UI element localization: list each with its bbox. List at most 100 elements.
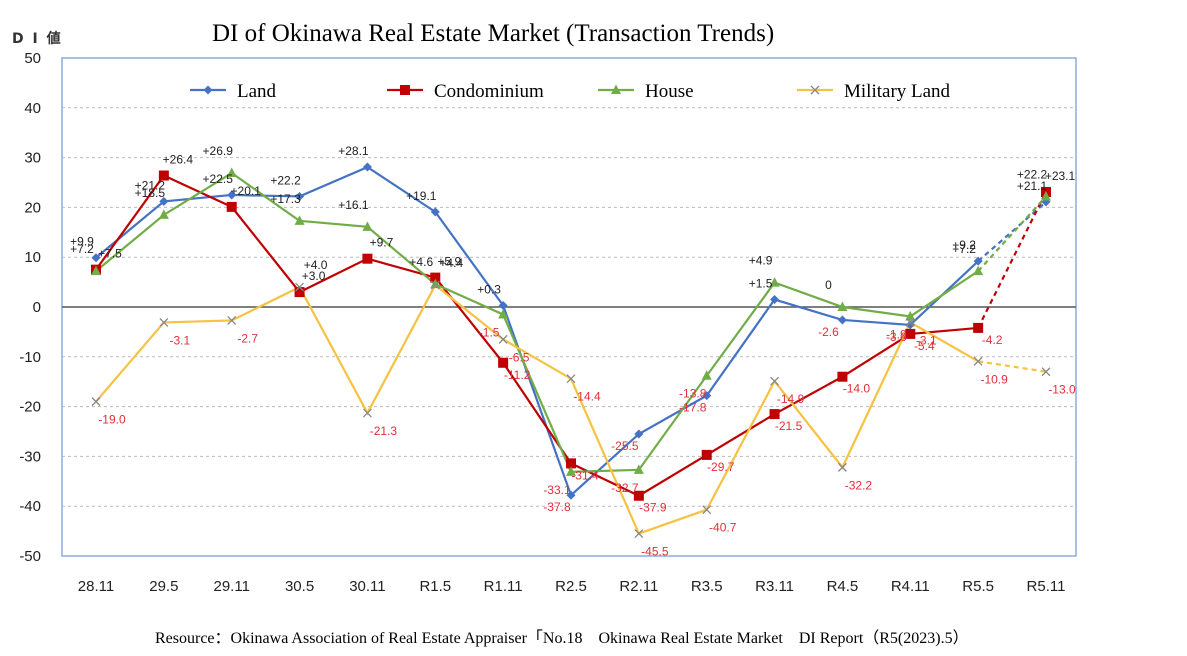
data-point <box>611 84 621 94</box>
data-point <box>566 374 576 384</box>
legend-label: Land <box>237 81 277 102</box>
series-forecast-line <box>977 201 1047 263</box>
x-tick-label: 30.11 <box>349 578 385 595</box>
data-label: -33.1 <box>543 483 571 497</box>
data-label: -40.7 <box>709 521 737 535</box>
data-label: +21.1 <box>1017 179 1048 193</box>
data-label: -10.9 <box>980 372 1008 386</box>
data-label: -14.9 <box>777 392 805 406</box>
data-label: +9.7 <box>370 236 394 250</box>
data-label: +23.1 <box>1045 169 1076 183</box>
data-point <box>566 490 576 500</box>
x-tick-label: R2.5 <box>555 578 587 595</box>
source-note: Resource：Okinawa Association of Real Est… <box>155 630 969 647</box>
data-point <box>362 408 372 418</box>
data-point <box>295 191 305 201</box>
x-tick-label: 29.5 <box>149 578 178 595</box>
data-label: -1.9 <box>886 327 907 341</box>
y-tick-label: -50 <box>19 548 41 565</box>
data-point <box>837 301 848 311</box>
data-label: +9.9 <box>70 235 94 249</box>
x-tick-label: R1.5 <box>419 578 451 595</box>
data-point <box>294 287 305 298</box>
data-label: -3.1 <box>170 333 191 347</box>
data-point <box>430 207 440 217</box>
y-tick-label: 40 <box>24 100 41 117</box>
data-label: +18.5 <box>135 186 166 200</box>
data-point <box>701 370 712 380</box>
data-label: +19.1 <box>406 189 437 203</box>
data-label: +7.2 <box>70 242 94 256</box>
data-label: +5.9 <box>437 255 461 269</box>
data-point <box>362 221 373 231</box>
data-label: +4.9 <box>749 254 773 268</box>
data-label: +3.0 <box>302 269 326 283</box>
x-tick-label: R2.11 <box>619 578 658 595</box>
data-point <box>905 320 915 330</box>
data-label: +9.2 <box>952 238 976 252</box>
data-point <box>226 201 237 212</box>
series-forecast-line <box>977 360 1047 373</box>
data-label: +16.1 <box>338 198 369 212</box>
data-label: -3.1 <box>916 333 937 347</box>
x-tick-label: R5.11 <box>1027 578 1066 595</box>
legend-label: Condominium <box>434 81 544 102</box>
data-label: +22.2 <box>270 173 301 187</box>
data-point <box>837 371 848 382</box>
data-point <box>702 505 712 515</box>
data-label: +0.3 <box>477 283 501 297</box>
y-tick-label: -20 <box>19 399 41 416</box>
data-point <box>837 315 847 325</box>
data-point <box>702 391 712 401</box>
data-point <box>905 317 915 327</box>
data-point <box>227 190 237 200</box>
x-tick-label: R5.5 <box>962 578 994 595</box>
data-point <box>400 85 410 95</box>
data-label: -14.0 <box>843 382 871 396</box>
data-point <box>633 464 644 474</box>
data-point <box>566 466 576 476</box>
data-label: -13.8 <box>679 387 707 401</box>
data-label: -21.5 <box>775 419 803 433</box>
data-label: -17.8 <box>679 401 707 415</box>
data-label: -32.7 <box>611 481 639 495</box>
series-forecast-line <box>977 195 1047 272</box>
data-label: +26.9 <box>203 144 234 158</box>
data-point <box>430 280 440 290</box>
data-point <box>91 397 101 407</box>
data-point <box>498 334 508 344</box>
legend-label: House <box>645 81 694 102</box>
data-label: +22.2 <box>1017 167 1048 181</box>
data-label: +4.4 <box>439 256 463 270</box>
data-point <box>227 315 237 325</box>
data-point <box>837 462 847 472</box>
data-label: -37.9 <box>639 501 667 515</box>
data-point <box>973 265 984 276</box>
data-point <box>295 282 305 292</box>
data-label: +7.2 <box>952 242 976 256</box>
data-label: +4.0 <box>304 258 328 272</box>
data-label: -14.4 <box>573 390 601 404</box>
data-point <box>498 308 509 319</box>
y-tick-label: 10 <box>24 249 41 266</box>
data-label: +7.5 <box>98 247 122 261</box>
series-line <box>95 165 979 498</box>
data-point <box>498 301 508 311</box>
series-line <box>95 283 979 535</box>
legend-label: Military Land <box>844 81 951 102</box>
data-point <box>905 310 916 321</box>
y-tick-label: 30 <box>24 150 41 167</box>
data-point <box>769 409 780 420</box>
data-point <box>566 458 576 469</box>
x-tick-label: 29.11 <box>213 578 249 595</box>
data-point <box>1041 367 1051 377</box>
data-label: -32.2 <box>845 478 873 492</box>
data-point <box>362 253 373 264</box>
data-label: -1.5 <box>479 325 500 339</box>
y-tick-label: 0 <box>33 299 41 316</box>
data-point <box>633 490 644 501</box>
y-tick-label: 20 <box>24 199 41 216</box>
data-point <box>226 167 237 178</box>
data-point <box>973 356 983 366</box>
data-point <box>770 376 780 386</box>
